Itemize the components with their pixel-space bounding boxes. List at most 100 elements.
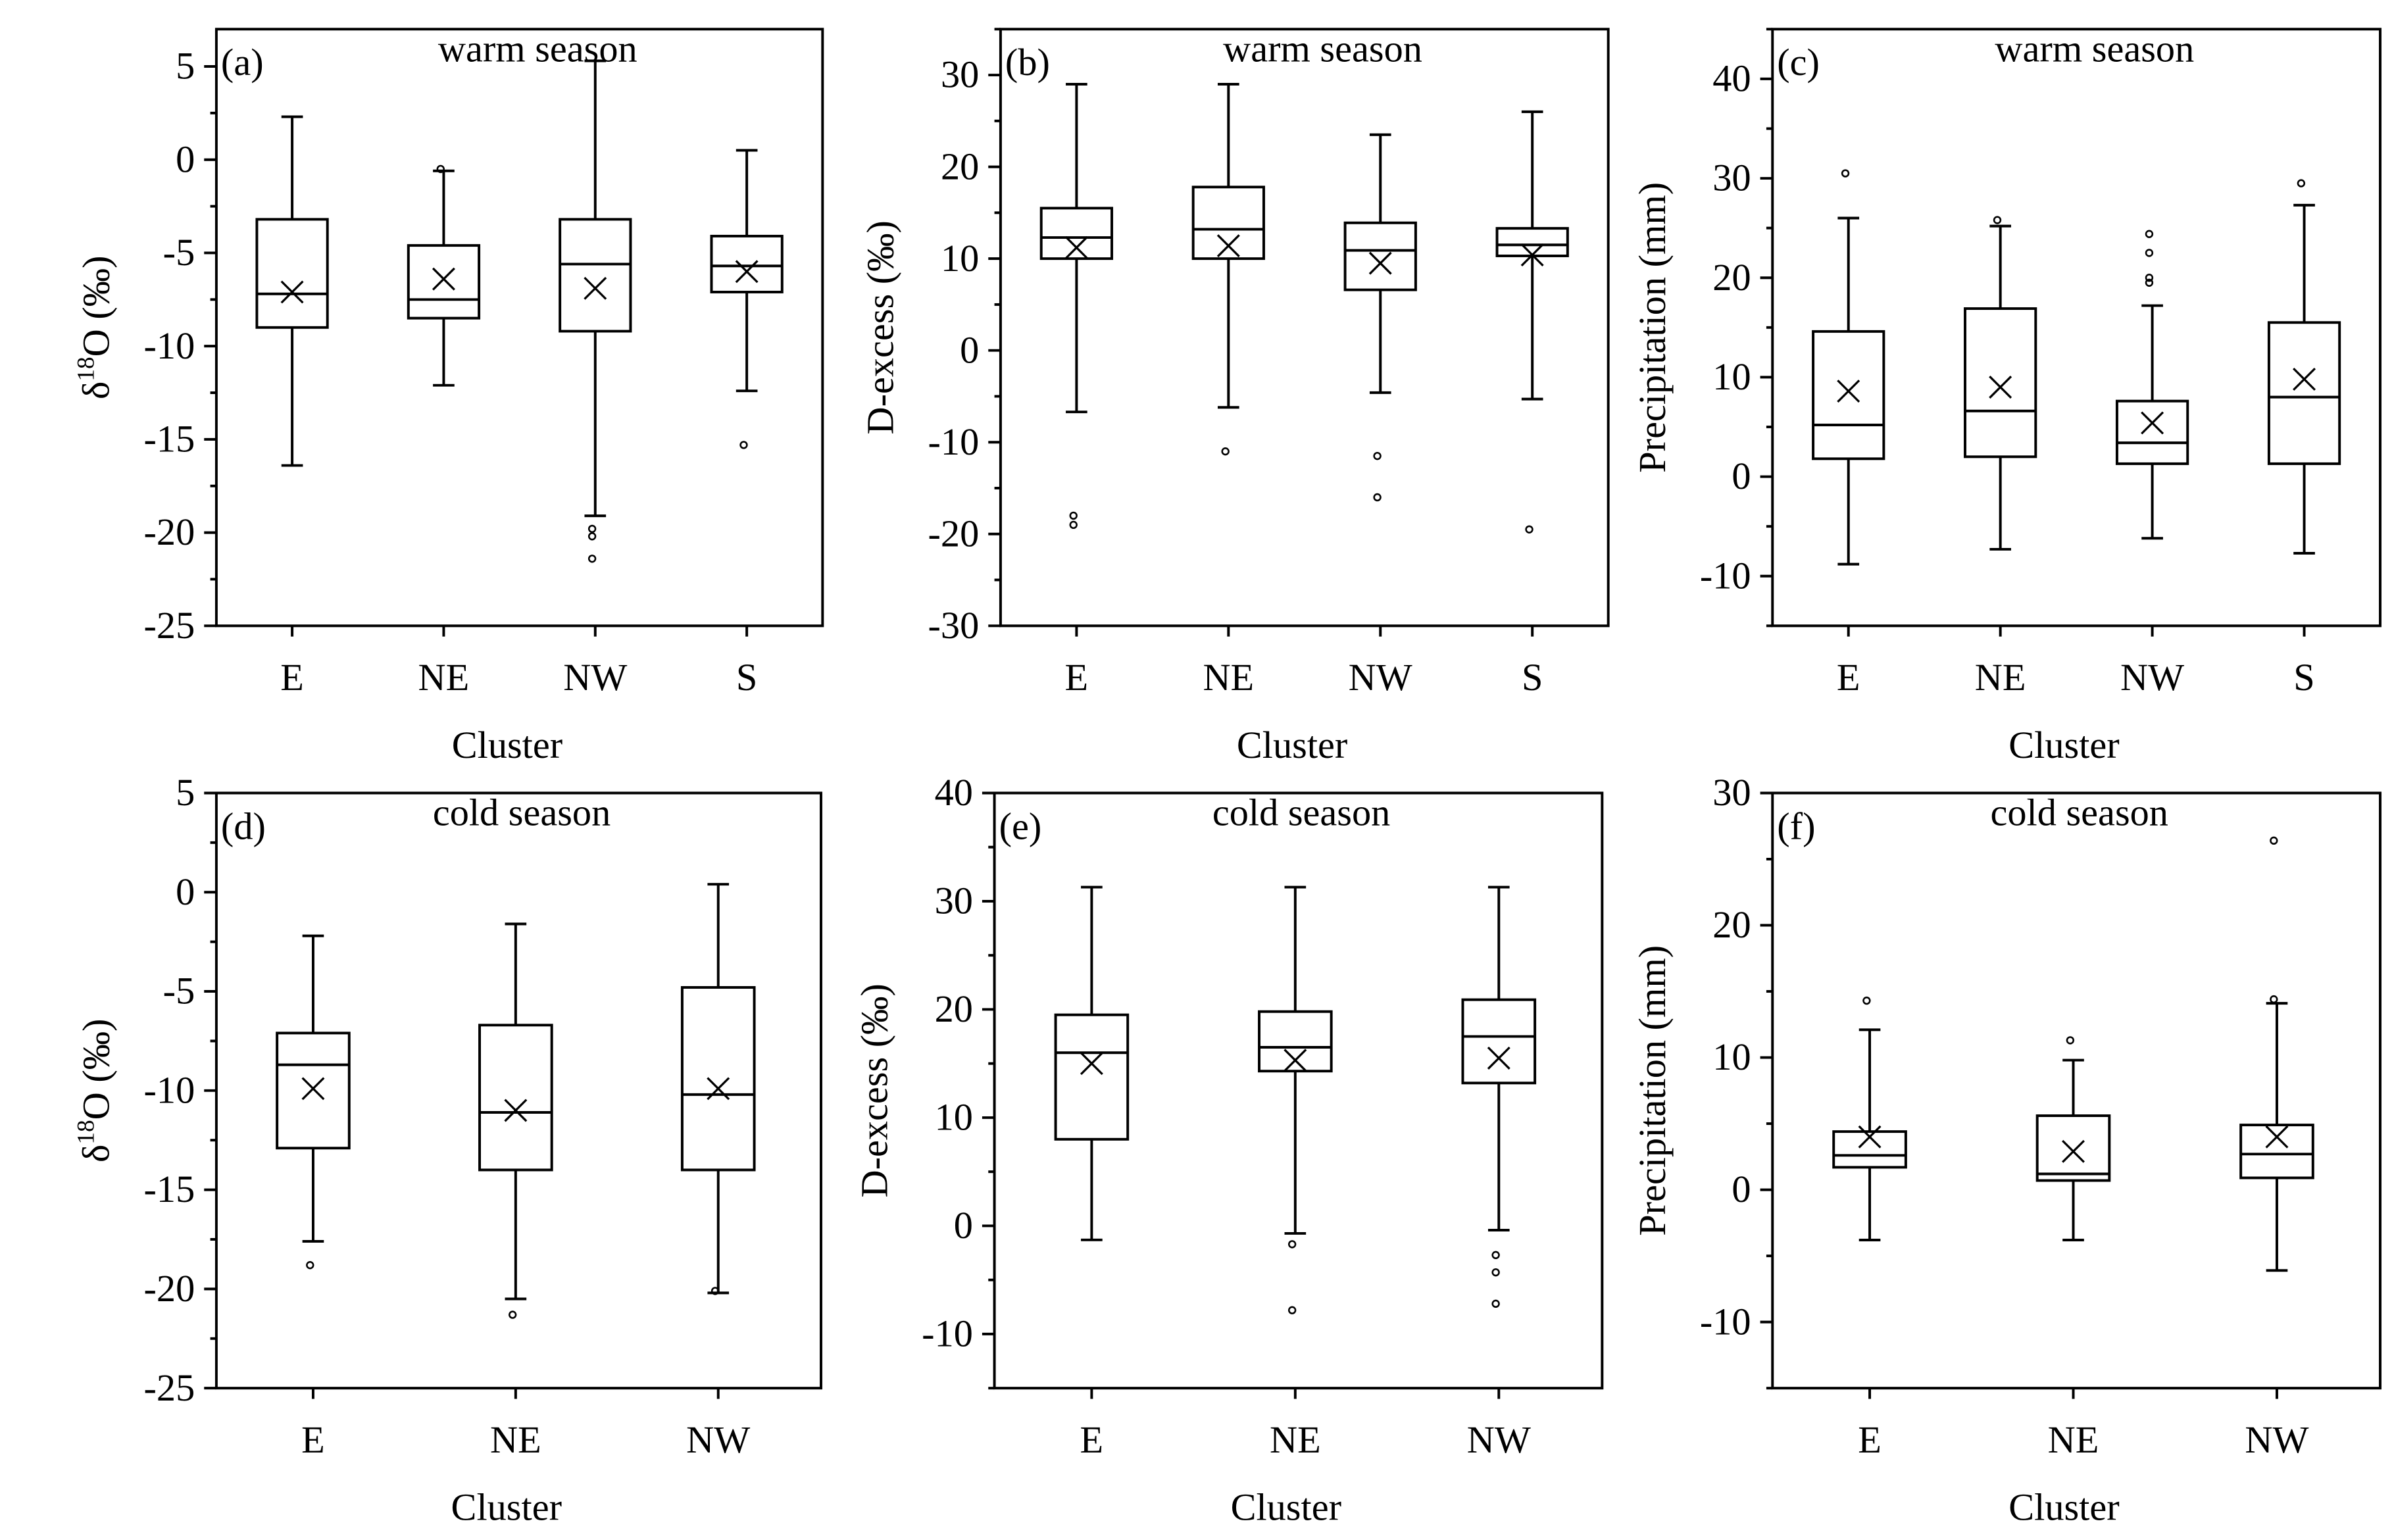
y-tick-label: -20 — [144, 510, 195, 553]
outlier-point — [711, 1287, 720, 1295]
x-tick-label: NW — [1467, 1418, 1531, 1461]
iqr-box — [1832, 1130, 1907, 1169]
season-title: warm season — [1995, 27, 2194, 70]
box-S — [2267, 179, 2341, 555]
x-tick-label: E — [1080, 1418, 1104, 1461]
box-NE — [478, 922, 553, 1319]
outlier-point — [306, 1261, 314, 1270]
y-tick-label: 40 — [1712, 57, 1751, 100]
outlier-point — [1841, 169, 1850, 178]
box-NW — [1343, 133, 1417, 502]
x-tick-label: E — [1837, 656, 1860, 699]
outlier-point — [1287, 1240, 1297, 1249]
iqr-box — [478, 1024, 553, 1172]
panel-c: -10 0 10 20 30 40 E NE NW S Cluster Precipitation (… — [1631, 27, 2382, 766]
mean-marker — [301, 1077, 325, 1101]
outlier-point — [1862, 996, 1871, 1005]
plot-frame — [214, 28, 824, 628]
y-tick-label: 0 — [960, 328, 979, 371]
outlier-point — [1373, 493, 1382, 502]
iqr-box — [2115, 399, 2189, 465]
box-NW — [559, 59, 632, 563]
y-tick-label: 0 — [176, 137, 195, 180]
y-tick-label: 10 — [1712, 355, 1751, 398]
y-tick-label: 20 — [935, 987, 973, 1030]
x-tick-label: E — [280, 656, 304, 699]
outlier-point — [1491, 1268, 1500, 1277]
y-tick-label: -10 — [1700, 554, 1751, 597]
y-tick-label: 30 — [1712, 771, 1751, 814]
iqr-box — [710, 234, 784, 293]
x-tick-label: S — [2293, 656, 2314, 699]
outlier-point — [2145, 249, 2154, 257]
panel-b: -30 -20 -10 0 10 20 30 E NE NW S Cluster D-excess (‰… — [859, 27, 1610, 766]
y-axis-label: δ18O (‰) — [72, 1019, 117, 1163]
iqr-box — [1258, 1010, 1333, 1073]
y-tick-label: -20 — [928, 512, 980, 555]
outlier-point — [2145, 274, 2154, 282]
iqr-box — [255, 218, 329, 329]
box-NW — [2115, 230, 2189, 540]
iqr-box — [559, 218, 632, 333]
x-tick-label: NE — [418, 656, 470, 699]
x-tick-label: NE — [1203, 656, 1254, 699]
x-tick-label: S — [1522, 656, 1543, 699]
x-axis-label: Cluster — [451, 1486, 562, 1529]
y-tick-label: 5 — [176, 771, 195, 814]
outlier-point — [739, 441, 748, 449]
outlier-point — [587, 555, 597, 563]
mean-marker — [504, 1099, 528, 1122]
mean-marker — [2265, 1125, 2289, 1149]
panel-label: (e) — [999, 805, 1042, 847]
y-tick-label: 0 — [1732, 1168, 1751, 1210]
x-tick-label: NE — [1975, 656, 2026, 699]
plot-frame — [1771, 791, 2382, 1390]
panel-d: -25 -20 -15 -10 -5 0 5 E NE NW Cluster δ18O (‰) (d) c… — [72, 771, 822, 1529]
y-tick-label: 40 — [935, 771, 973, 814]
iqr-box — [1039, 207, 1114, 261]
y-tick-label: -5 — [163, 231, 195, 274]
y-tick-label: 20 — [1712, 256, 1751, 299]
mean-marker — [1368, 251, 1392, 275]
outlier-point — [1491, 1251, 1500, 1260]
box-NE — [407, 164, 481, 387]
outlier-point — [2066, 1036, 2075, 1045]
iqr-box — [2035, 1114, 2111, 1182]
mean-marker — [1989, 376, 2012, 399]
outlier-point — [1221, 447, 1230, 456]
iqr-box — [2267, 321, 2341, 465]
mean-marker — [1520, 243, 1544, 267]
x-tick-label: NW — [686, 1418, 750, 1461]
y-tick-label: -10 — [922, 1312, 973, 1355]
outlier-point — [2270, 995, 2278, 1004]
y-tick-label: -25 — [144, 1366, 195, 1409]
box-E — [1812, 169, 1885, 566]
iqr-box — [1461, 998, 1537, 1085]
outlier-point — [1069, 511, 1078, 520]
mean-marker — [1858, 1125, 1882, 1149]
iqr-box — [1495, 227, 1569, 257]
outlier-point — [509, 1310, 517, 1319]
box-E — [1832, 996, 1907, 1241]
x-tick-label: S — [736, 656, 757, 699]
y-axis-label: D-excess (‰) — [853, 983, 895, 1197]
y-axis-label: δ18O (‰) — [72, 256, 117, 400]
outlier-point — [2145, 230, 2154, 238]
y-tick-label: 30 — [941, 53, 979, 96]
season-title: cold season — [1991, 791, 2168, 833]
x-tick-label: E — [1065, 656, 1089, 699]
panel-e: -10 0 10 20 30 40 E NE NW Cluster D-excess (‰) (e) c… — [853, 771, 1604, 1529]
outlier-point — [1069, 520, 1078, 530]
figure-root: -25 -20 -15 -10 -5 0 5 E NE NW S Cluster δ18O (‰) (a)… — [72, 27, 2382, 1529]
y-tick-label: -25 — [144, 604, 195, 647]
y-tick-label: -10 — [144, 324, 195, 367]
y-tick-label: 0 — [954, 1204, 973, 1247]
y-tick-label: 0 — [1732, 455, 1751, 497]
iqr-box — [1191, 186, 1265, 261]
y-tick-label: 10 — [935, 1096, 973, 1139]
mean-marker — [1216, 234, 1240, 258]
outlier-point — [2297, 179, 2306, 187]
y-tick-label: -10 — [928, 420, 980, 463]
season-title: warm season — [1223, 27, 1422, 70]
box-NE — [2035, 1036, 2111, 1241]
